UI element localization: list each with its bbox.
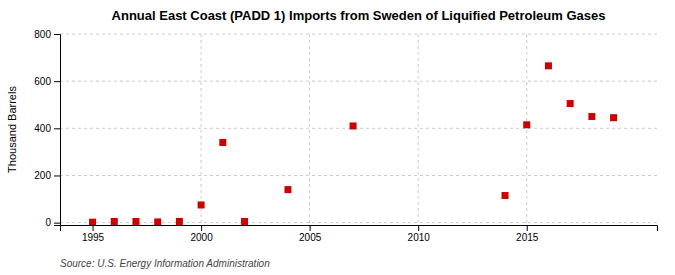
tick-mark <box>54 128 60 129</box>
plot-area: 1995 2000 2005 2010 2015 0 200 400 600 800 <box>34 29 657 243</box>
point <box>545 62 552 69</box>
point <box>89 219 96 225</box>
title: Annual East Coast (PADD 1) Imports from … <box>112 8 606 23</box>
grid-line <box>60 175 657 176</box>
tick-label: 800 <box>34 29 51 40</box>
point <box>132 218 139 225</box>
tick-label: 400 <box>34 123 51 134</box>
point <box>241 218 248 225</box>
tick-mark <box>54 175 60 176</box>
tick: 2015 <box>516 225 539 243</box>
point <box>588 113 595 120</box>
tick-label: 2005 <box>299 232 322 243</box>
tick-label: 200 <box>34 170 51 181</box>
point <box>219 139 226 146</box>
tick: 2005 <box>299 225 322 243</box>
reference-line <box>418 34 419 225</box>
grid-line <box>60 34 657 35</box>
tick: 0 <box>45 217 60 228</box>
point <box>198 201 205 208</box>
axis-line <box>61 226 658 232</box>
grid-line <box>60 128 657 129</box>
tick: 400 <box>34 123 60 134</box>
reference-line <box>201 34 202 225</box>
tick-mark <box>527 225 528 231</box>
point <box>154 218 161 225</box>
points <box>89 62 617 225</box>
tick: 600 <box>34 76 60 87</box>
point <box>176 218 183 225</box>
y-axis-title: Thousand Barrels <box>6 86 18 173</box>
axis-line <box>54 35 61 226</box>
point <box>111 218 118 225</box>
tick-mark <box>54 81 60 82</box>
tick-label: 2000 <box>190 232 213 243</box>
source: Source: U.S. Energy Information Administ… <box>60 258 270 269</box>
point <box>502 192 509 199</box>
tick: 800 <box>34 29 60 40</box>
tick-mark <box>418 225 419 231</box>
tick-label: 2010 <box>408 232 431 243</box>
reference-lines <box>201 34 527 225</box>
grid-line <box>60 222 657 223</box>
tick-mark <box>54 223 60 224</box>
chart: 1995 2000 2005 2010 2015 0 200 400 600 800 Annual … <box>0 0 675 275</box>
grid-line <box>60 81 657 82</box>
tick-label: 600 <box>34 76 51 87</box>
tick-label: 2015 <box>516 232 539 243</box>
tick: 1995 <box>82 225 105 243</box>
tick-mark <box>93 225 94 231</box>
tick: 2010 <box>408 225 431 243</box>
tick: 2000 <box>190 225 213 243</box>
reference-line <box>309 34 310 225</box>
y-axis: 0 200 400 600 800 <box>34 29 60 229</box>
tick-label: 1995 <box>82 232 105 243</box>
x-axis: 1995 2000 2005 2010 2015 <box>61 225 658 243</box>
tick-label: 0 <box>45 217 51 228</box>
tick-mark <box>310 225 311 231</box>
point <box>284 186 291 193</box>
tick-mark <box>201 225 202 231</box>
grid <box>60 34 657 223</box>
tick: 200 <box>34 170 60 181</box>
point <box>567 100 574 107</box>
point <box>350 122 357 129</box>
tick-mark <box>54 34 60 35</box>
reference-line <box>526 34 527 225</box>
point <box>610 114 617 121</box>
point <box>523 121 530 128</box>
